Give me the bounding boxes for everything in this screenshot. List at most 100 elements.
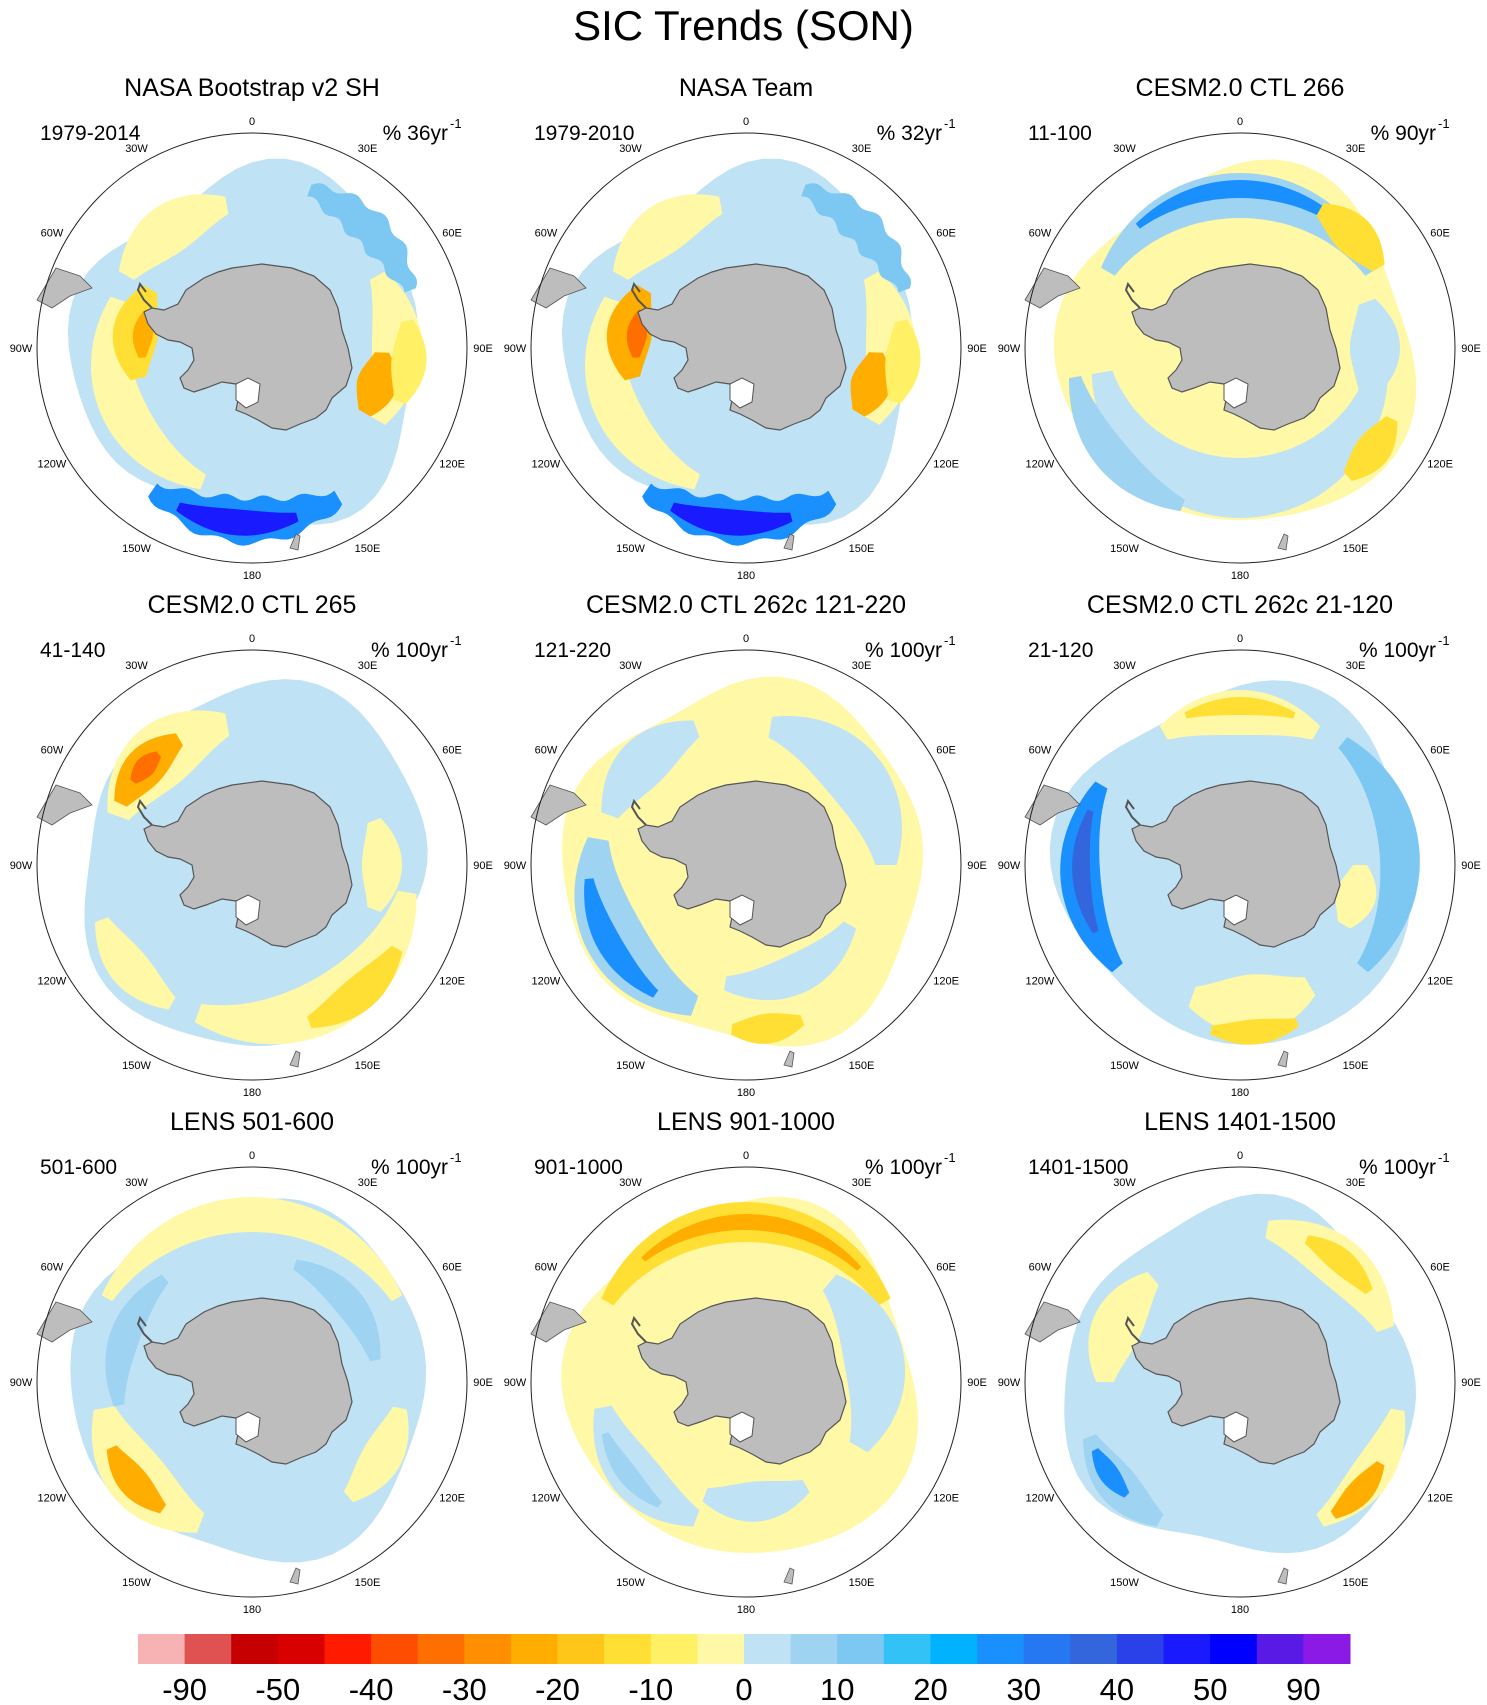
longitude-label: 150W: [616, 1577, 645, 1589]
longitude-label: 60W: [535, 745, 558, 757]
longitude-label: 60E: [442, 1262, 462, 1274]
south-america-land: [530, 784, 587, 826]
longitude-label: 30W: [619, 1177, 642, 1189]
longitude-label: 90E: [1461, 1377, 1481, 1389]
longitude-label: 60W: [41, 228, 64, 240]
longitude-label: 30E: [358, 143, 378, 155]
negative-trend-region: [601, 720, 700, 819]
antarctic-peninsula: [630, 1315, 647, 1343]
panel-period: 1979-2014: [40, 122, 141, 145]
panel-units: % 100yr: [865, 1156, 942, 1179]
panel-title: LENS 901-1000: [657, 1108, 835, 1136]
panel-units: % 100yr: [371, 1156, 448, 1179]
panel-title: CESM2.0 CTL 265: [148, 591, 357, 619]
map-panel: NASA Bootstrap v2 SH 1979-2014 % 36yr -1 0 30…: [10, 74, 493, 582]
colorbar-swatch: [138, 1634, 186, 1664]
negative-trend-band: [574, 837, 699, 1016]
new-zealand-land: [289, 533, 301, 551]
new-zealand-land: [1277, 1050, 1289, 1068]
map-boundary: [36, 1166, 468, 1598]
figure-title: SIC Trends (SON): [573, 2, 914, 49]
ross-ice-shelf: [235, 1411, 261, 1443]
longitude-label: 150E: [849, 543, 875, 555]
south-america-land: [1024, 267, 1081, 309]
longitude-label: 90E: [967, 860, 987, 872]
ross-ice-shelf: [1223, 894, 1249, 926]
longitude-label: 150W: [122, 1577, 151, 1589]
colorbar-swatch: [231, 1634, 279, 1664]
negative-trend-band: [601, 1432, 662, 1508]
colorbar-swatch: [1023, 1634, 1071, 1664]
colorbar-swatch: [1303, 1634, 1351, 1664]
positive-trend-region: [91, 1406, 205, 1533]
colorbar-swatch: [557, 1634, 605, 1664]
colorbar-tick-label: -20: [535, 1672, 580, 1705]
positive-trend-core: [1343, 416, 1398, 481]
antarctic-peninsula: [630, 798, 647, 826]
panel-title: NASA Bootstrap v2 SH: [124, 74, 380, 102]
longitude-label: 150E: [355, 1577, 381, 1589]
map-boundary: [1024, 649, 1456, 1081]
longitude-label: 30W: [125, 660, 148, 672]
map-boundary: [1024, 132, 1456, 564]
positive-trend-core: [356, 352, 398, 417]
longitude-label: 180: [1231, 570, 1249, 582]
longitude-label: 30E: [358, 1177, 378, 1189]
longitude-label: 60E: [442, 745, 462, 757]
positive-trend-core: [1210, 1018, 1299, 1045]
colorbar-swatch: [1210, 1634, 1258, 1664]
longitude-label: 30E: [852, 660, 872, 672]
positive-trend-region: [1265, 1219, 1394, 1332]
negative-trend-band: [801, 183, 911, 293]
longitude-label: 120W: [38, 1493, 67, 1505]
colorbar-swatch: [417, 1634, 465, 1664]
panel-period: 41-140: [40, 639, 105, 662]
longitude-label: 30W: [125, 143, 148, 155]
colorbar-tick-label: -90: [162, 1672, 207, 1705]
map-boundary: [36, 649, 468, 1081]
longitude-label: 180: [243, 1604, 261, 1616]
panel-units-exponent: -1: [944, 116, 956, 131]
longitude-label: 150E: [355, 543, 381, 555]
panel-period: 1979-2010: [534, 122, 634, 145]
positive-trend-region: [391, 319, 427, 404]
antarctic-peninsula: [1124, 798, 1141, 826]
panel-units-exponent: -1: [450, 1150, 462, 1165]
longitude-label: 30E: [852, 143, 872, 155]
colorbar-tick-label: 40: [1100, 1672, 1134, 1705]
longitude-label: 90W: [10, 343, 33, 355]
longitude-label: 60W: [535, 228, 558, 240]
longitude-label: 120E: [1427, 459, 1453, 471]
colorbar-swatch: [324, 1634, 372, 1664]
map-panel: LENS 901-1000 901-1000 % 100yr -1 0 30E 60E 90E…: [504, 1108, 987, 1616]
longitude-label: 60E: [936, 228, 956, 240]
longitude-label: 60W: [1029, 228, 1052, 240]
longitude-label: 60W: [41, 1262, 64, 1274]
map-boundary: [530, 649, 962, 1081]
panel-units: % 100yr: [1359, 639, 1436, 662]
colorbar-swatch: [464, 1634, 512, 1664]
longitude-label: 150W: [616, 1060, 645, 1072]
colorbar-swatch: [1163, 1634, 1211, 1664]
longitude-label: 30E: [358, 660, 378, 672]
longitude-label: 120W: [38, 976, 67, 988]
longitude-label: 90W: [998, 343, 1021, 355]
panel-period: 1401-1500: [1028, 1156, 1128, 1179]
panel-units: % 100yr: [865, 639, 942, 662]
negative-trend-band: [1135, 180, 1345, 229]
strong-negative-trend-band: [1072, 809, 1099, 934]
map-panel: LENS 1401-1500 1401-1500 % 100yr -1 0 30E 60E 9…: [998, 1108, 1481, 1616]
colorbar: -90 -50 -40 -30 -20 -10 0 10 20 30 40 50 90: [138, 1634, 1351, 1705]
colorbar-swatch: [883, 1634, 931, 1664]
longitude-label: 30W: [1113, 143, 1136, 155]
longitude-label: 30E: [1346, 1177, 1366, 1189]
positive-trend-core: [641, 1214, 862, 1271]
colorbar-tick-label: -10: [628, 1672, 673, 1705]
colorbar-swatch: [510, 1634, 558, 1664]
longitude-label: 30E: [1346, 143, 1366, 155]
longitude-label: 0: [1237, 116, 1243, 128]
ross-ice-shelf: [235, 377, 261, 409]
longitude-label: 0: [1237, 1150, 1243, 1162]
antarctic-peninsula: [136, 281, 153, 309]
longitude-label: 60W: [1029, 745, 1052, 757]
